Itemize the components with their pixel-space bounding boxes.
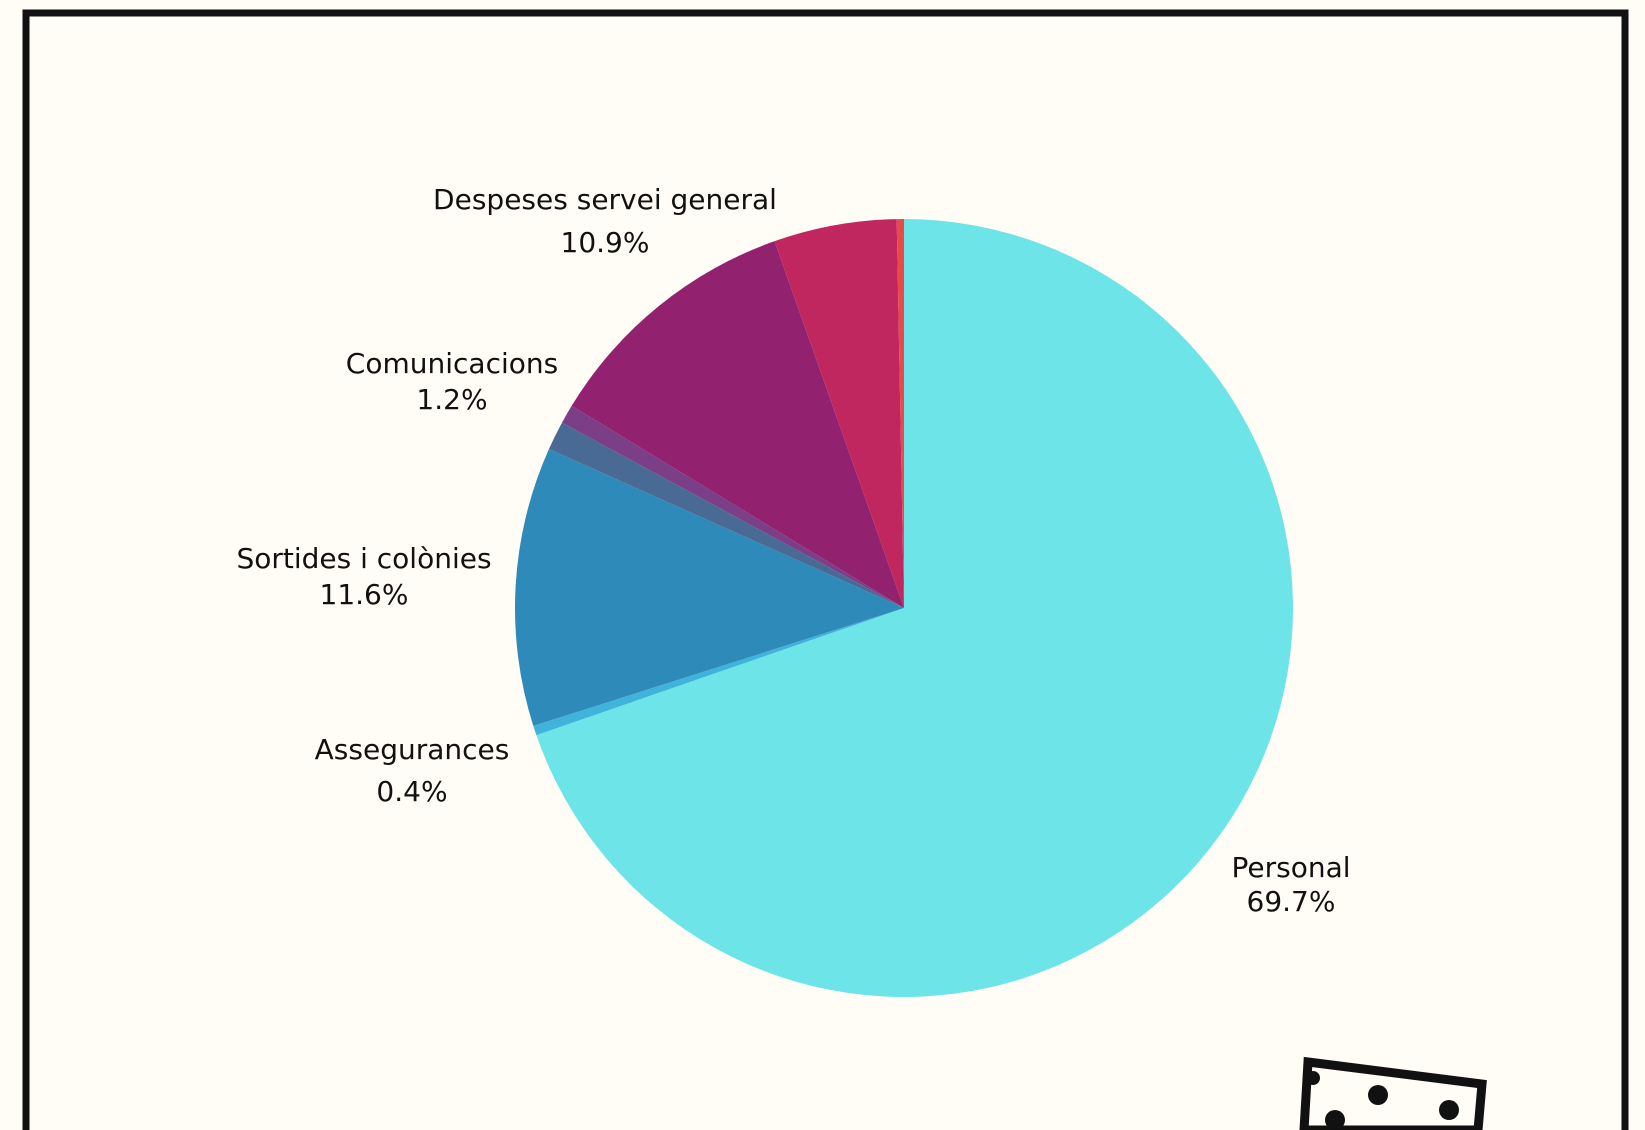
slice-label: Sortides i colònies xyxy=(236,542,491,575)
slice-label: Personal xyxy=(1231,851,1350,884)
slice-value-label: 10.9% xyxy=(561,226,650,259)
pie-slice xyxy=(571,241,904,608)
icon-dot xyxy=(1439,1100,1459,1120)
pie-slice xyxy=(774,219,904,609)
slice-value-label: 1.2% xyxy=(416,383,487,416)
pie-slice xyxy=(533,608,904,736)
pie-slice xyxy=(548,422,904,608)
pie-slice xyxy=(514,449,904,726)
icon-dot xyxy=(1368,1085,1388,1105)
pie-slice xyxy=(561,405,904,608)
pie-slice xyxy=(896,219,904,608)
frame xyxy=(22,9,1629,1130)
decoration-icon xyxy=(1299,1056,1487,1130)
slice-label: Assegurances xyxy=(315,733,510,766)
slices xyxy=(514,219,1293,997)
slice-label: Despeses servei general xyxy=(433,183,777,216)
pie-slice xyxy=(536,219,1293,997)
icon-dot xyxy=(1325,1110,1345,1130)
slice-value-label: 0.4% xyxy=(376,775,447,808)
slice-value-label: 69.7% xyxy=(1247,885,1336,918)
slice-value-label: 11.6% xyxy=(320,578,409,611)
icon-card xyxy=(1299,1056,1487,1130)
slice-label: Comunicacions xyxy=(346,347,558,380)
icon-dot xyxy=(1306,1071,1320,1085)
